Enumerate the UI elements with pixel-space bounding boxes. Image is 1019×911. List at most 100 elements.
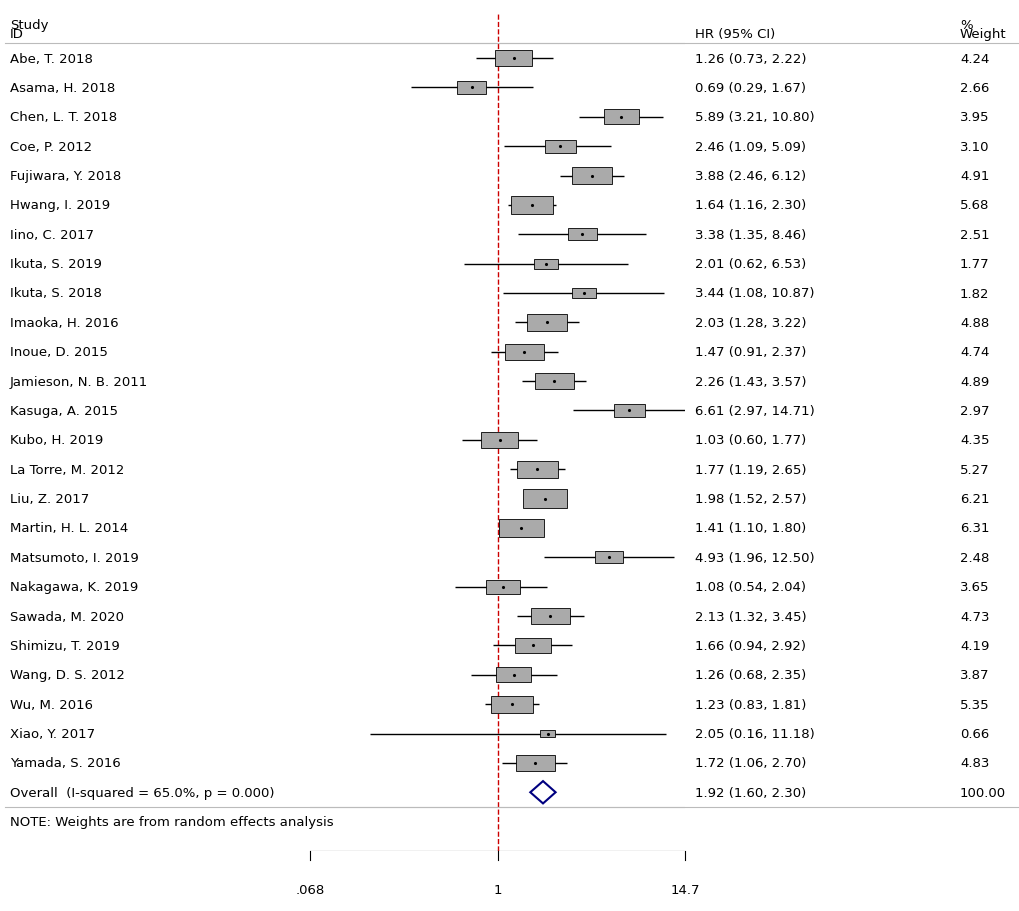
Text: 5.27: 5.27	[959, 463, 988, 476]
Bar	[491, 696, 532, 713]
Text: 3.87: 3.87	[959, 669, 988, 681]
Text: Liu, Z. 2017: Liu, Z. 2017	[10, 493, 90, 506]
Text: 1.66 (0.94, 2.92): 1.66 (0.94, 2.92)	[694, 640, 805, 652]
Text: 2.13 (1.32, 3.45): 2.13 (1.32, 3.45)	[694, 609, 806, 623]
Text: 3.44 (1.08, 10.87): 3.44 (1.08, 10.87)	[694, 287, 814, 300]
Bar	[594, 552, 623, 564]
Text: Wu, M. 2016: Wu, M. 2016	[10, 698, 93, 711]
Text: Shimizu, T. 2019: Shimizu, T. 2019	[10, 640, 119, 652]
Text: Asama, H. 2018: Asama, H. 2018	[10, 82, 115, 95]
Text: 4.83: 4.83	[959, 756, 988, 770]
Text: 1: 1	[493, 883, 501, 896]
Bar	[495, 668, 531, 682]
Bar	[613, 404, 644, 417]
Text: 1.23 (0.83, 1.81): 1.23 (0.83, 1.81)	[694, 698, 806, 711]
Bar	[571, 289, 595, 299]
Text: 4.89: 4.89	[959, 375, 988, 388]
Text: 1.47 (0.91, 2.37): 1.47 (0.91, 2.37)	[694, 346, 806, 359]
Bar	[485, 580, 520, 594]
Text: Kasuga, A. 2015: Kasuga, A. 2015	[10, 404, 118, 417]
Text: 1.08 (0.54, 2.04): 1.08 (0.54, 2.04)	[694, 580, 805, 594]
Text: 14.7: 14.7	[669, 883, 699, 896]
Text: 1.92 (1.60, 2.30): 1.92 (1.60, 2.30)	[694, 786, 805, 799]
Text: 1.41 (1.10, 1.80): 1.41 (1.10, 1.80)	[694, 522, 805, 535]
Text: 5.89 (3.21, 10.80): 5.89 (3.21, 10.80)	[694, 111, 814, 124]
Text: 0.66: 0.66	[959, 727, 988, 741]
Text: Jamieson, N. B. 2011: Jamieson, N. B. 2011	[10, 375, 148, 388]
Text: Wang, D. S. 2012: Wang, D. S. 2012	[10, 669, 124, 681]
Text: 2.51: 2.51	[959, 229, 988, 241]
Text: 6.21: 6.21	[959, 493, 988, 506]
Text: 4.91: 4.91	[959, 169, 988, 183]
Text: Yamada, S. 2016: Yamada, S. 2016	[10, 756, 120, 770]
Text: Xiao, Y. 2017: Xiao, Y. 2017	[10, 727, 95, 741]
Bar	[534, 260, 557, 270]
Bar	[515, 638, 550, 653]
Text: 1.82: 1.82	[959, 287, 988, 300]
Text: Kubo, H. 2019: Kubo, H. 2019	[10, 434, 103, 447]
Text: 1.26 (0.73, 2.22): 1.26 (0.73, 2.22)	[694, 53, 806, 66]
Text: 6.31: 6.31	[959, 522, 988, 535]
Text: 2.97: 2.97	[959, 404, 988, 417]
Bar	[531, 609, 569, 625]
Text: Ikuta, S. 2018: Ikuta, S. 2018	[10, 287, 102, 300]
Text: 2.66: 2.66	[959, 82, 988, 95]
Text: %: %	[959, 19, 972, 32]
Text: Coe, P. 2012: Coe, P. 2012	[10, 140, 92, 153]
Text: 0.69 (0.29, 1.67): 0.69 (0.29, 1.67)	[694, 82, 805, 95]
Bar	[511, 197, 552, 215]
Text: 1.77: 1.77	[959, 258, 988, 271]
Bar	[544, 140, 576, 154]
Text: 6.61 (2.97, 14.71): 6.61 (2.97, 14.71)	[694, 404, 814, 417]
Text: 2.48: 2.48	[959, 551, 988, 564]
Text: Fujiwara, Y. 2018: Fujiwara, Y. 2018	[10, 169, 121, 183]
Text: HR (95% CI): HR (95% CI)	[694, 27, 774, 41]
Text: Iino, C. 2017: Iino, C. 2017	[10, 229, 94, 241]
Text: NOTE: Weights are from random effects analysis: NOTE: Weights are from random effects an…	[10, 815, 333, 828]
Text: Nakagawa, K. 2019: Nakagawa, K. 2019	[10, 580, 139, 594]
Text: Hwang, I. 2019: Hwang, I. 2019	[10, 200, 110, 212]
Text: 4.88: 4.88	[959, 316, 988, 330]
Text: 2.03 (1.28, 3.22): 2.03 (1.28, 3.22)	[694, 316, 806, 330]
Bar	[527, 315, 566, 332]
Text: Chen, L. T. 2018: Chen, L. T. 2018	[10, 111, 117, 124]
Text: 1.98 (1.52, 2.57): 1.98 (1.52, 2.57)	[694, 493, 806, 506]
Text: .068: .068	[296, 883, 324, 896]
Text: 2.46 (1.09, 5.09): 2.46 (1.09, 5.09)	[694, 140, 805, 153]
Text: 2.26 (1.43, 3.57): 2.26 (1.43, 3.57)	[694, 375, 806, 388]
Text: 3.10: 3.10	[959, 140, 988, 153]
Bar	[568, 229, 596, 241]
Polygon shape	[530, 782, 555, 804]
Text: 1.03 (0.60, 1.77): 1.03 (0.60, 1.77)	[694, 434, 805, 447]
Bar	[534, 374, 574, 390]
Text: 4.35: 4.35	[959, 434, 988, 447]
Bar	[481, 433, 518, 448]
Text: 4.19: 4.19	[959, 640, 988, 652]
Text: 100.00: 100.00	[959, 786, 1005, 799]
Text: 5.68: 5.68	[959, 200, 988, 212]
Text: Sawada, M. 2020: Sawada, M. 2020	[10, 609, 124, 623]
Text: 1.77 (1.19, 2.65): 1.77 (1.19, 2.65)	[694, 463, 806, 476]
Text: 4.24: 4.24	[959, 53, 988, 66]
Text: 4.73: 4.73	[959, 609, 988, 623]
Text: Overall  (I-squared = 65.0%, p = 0.000): Overall (I-squared = 65.0%, p = 0.000)	[10, 786, 274, 799]
Text: 3.95: 3.95	[959, 111, 988, 124]
Bar	[504, 344, 543, 361]
Text: 2.05 (0.16, 11.18): 2.05 (0.16, 11.18)	[694, 727, 814, 741]
Text: 1.64 (1.16, 2.30): 1.64 (1.16, 2.30)	[694, 200, 805, 212]
Bar	[517, 461, 557, 478]
Text: Ikuta, S. 2019: Ikuta, S. 2019	[10, 258, 102, 271]
Text: 3.88 (2.46, 6.12): 3.88 (2.46, 6.12)	[694, 169, 805, 183]
Bar	[457, 82, 486, 95]
Text: Weight: Weight	[959, 27, 1006, 41]
Text: 3.65: 3.65	[959, 580, 988, 594]
Text: Study: Study	[10, 19, 49, 32]
Bar	[516, 755, 554, 772]
Text: Inoue, D. 2015: Inoue, D. 2015	[10, 346, 108, 359]
Bar	[603, 110, 638, 125]
Text: 5.35: 5.35	[959, 698, 988, 711]
Text: 4.74: 4.74	[959, 346, 988, 359]
Text: 3.38 (1.35, 8.46): 3.38 (1.35, 8.46)	[694, 229, 805, 241]
Text: 4.93 (1.96, 12.50): 4.93 (1.96, 12.50)	[694, 551, 814, 564]
Bar	[540, 731, 554, 737]
